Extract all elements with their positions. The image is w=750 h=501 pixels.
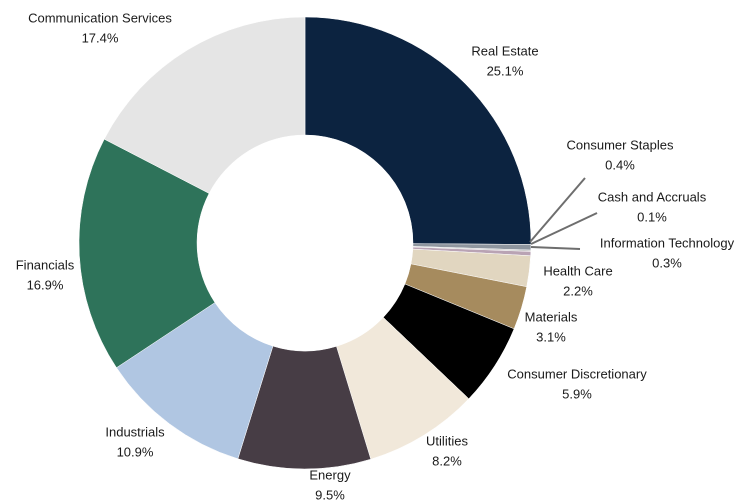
slice-value-label: 16.9% <box>27 277 64 292</box>
slice-value-label: 25.1% <box>487 63 524 78</box>
donut-slice <box>103 16 306 194</box>
leader-line <box>530 246 581 250</box>
slice-label: Cash and Accruals <box>598 189 707 204</box>
slice-value-label: 3.1% <box>536 329 566 344</box>
leader-line <box>529 177 586 243</box>
slice-label: Information Technology <box>600 235 735 250</box>
slice-value-label: 8.2% <box>432 453 462 468</box>
slice-value-label: 2.2% <box>563 283 593 298</box>
slice-label: Energy <box>309 467 351 482</box>
slice-value-label: 9.5% <box>315 487 345 501</box>
donut-slice <box>304 16 532 245</box>
slice-label: Utilities <box>426 433 468 448</box>
donut-slice <box>78 138 216 369</box>
slice-label: Industrials <box>105 424 165 439</box>
slice-label: Health Care <box>543 263 612 278</box>
slice-label: Materials <box>525 309 578 324</box>
slice-label: Financials <box>16 257 75 272</box>
slice-value-label: 0.3% <box>652 255 682 270</box>
slice-value-label: 10.9% <box>117 444 154 459</box>
slice-label: Consumer Discretionary <box>507 366 647 381</box>
slice-label: Communication Services <box>28 10 172 25</box>
leader-line <box>530 212 598 245</box>
slice-label: Real Estate <box>471 43 538 58</box>
slice-label: Consumer Staples <box>567 137 674 152</box>
slice-value-label: 0.1% <box>637 209 667 224</box>
slice-value-label: 5.9% <box>562 386 592 401</box>
slice-value-label: 0.4% <box>605 157 635 172</box>
slice-value-label: 17.4% <box>82 30 119 45</box>
